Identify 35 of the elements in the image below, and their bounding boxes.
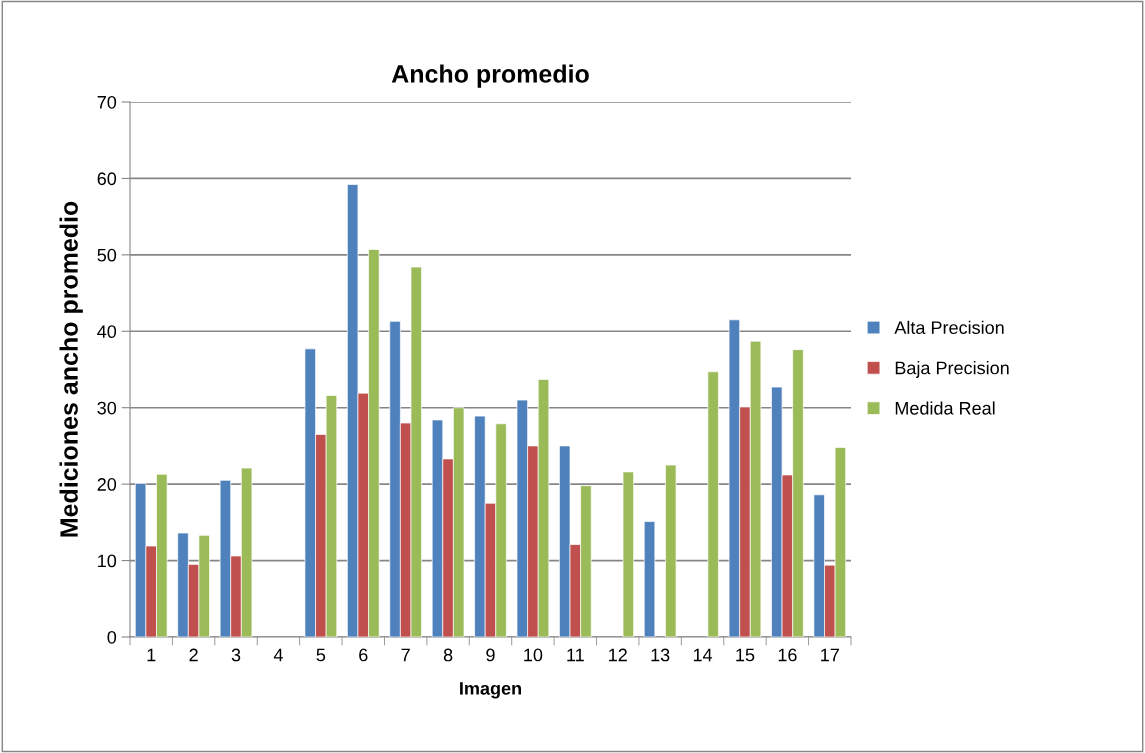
x-tick-label: 10 — [524, 648, 543, 662]
x-tick-label: 6 — [359, 648, 368, 662]
x-tick-label: 12 — [609, 648, 627, 662]
y-axis-title: Mediciones ancho promedio — [59, 201, 83, 537]
y-tick-label: 60 — [97, 172, 117, 186]
y-tick-label: 10 — [98, 554, 117, 568]
x-tick-label: 1 — [147, 648, 156, 662]
y-tick-label: 40 — [97, 325, 117, 339]
bar — [622, 471, 634, 637]
x-tick-label: 4 — [273, 648, 283, 662]
x-tick-label: 5 — [316, 648, 326, 662]
y-tick-label: 70 — [97, 95, 117, 109]
legend-label: Alta Precision — [894, 320, 1004, 335]
bar — [707, 371, 719, 637]
y-tick-label: 50 — [97, 248, 117, 262]
y-tick-label: 30 — [97, 401, 117, 415]
x-tick-label: 15 — [736, 648, 755, 662]
x-tick-label: 17 — [821, 648, 839, 662]
chart-title: Ancho promedio — [391, 64, 589, 88]
x-axis-title: Imagen — [460, 682, 521, 699]
x-tick-label: 2 — [189, 648, 198, 662]
legend-label: Medida Real — [895, 401, 995, 415]
x-tick-label: 8 — [443, 648, 453, 662]
legend-label: Baja Precision — [895, 361, 1009, 378]
bar — [665, 464, 677, 637]
y-tick-label: 0 — [107, 630, 117, 644]
x-tick-label: 9 — [486, 648, 495, 662]
x-tick-label: 13 — [651, 648, 670, 662]
x-tick-label: 3 — [231, 648, 241, 662]
y-tick-label: 20 — [97, 478, 117, 491]
x-tick-label: 11 — [567, 648, 584, 662]
x-tick-label: 14 — [693, 648, 713, 662]
x-tick-label: 16 — [778, 648, 797, 662]
x-tick-label: 7 — [401, 648, 410, 662]
bar — [643, 521, 656, 637]
